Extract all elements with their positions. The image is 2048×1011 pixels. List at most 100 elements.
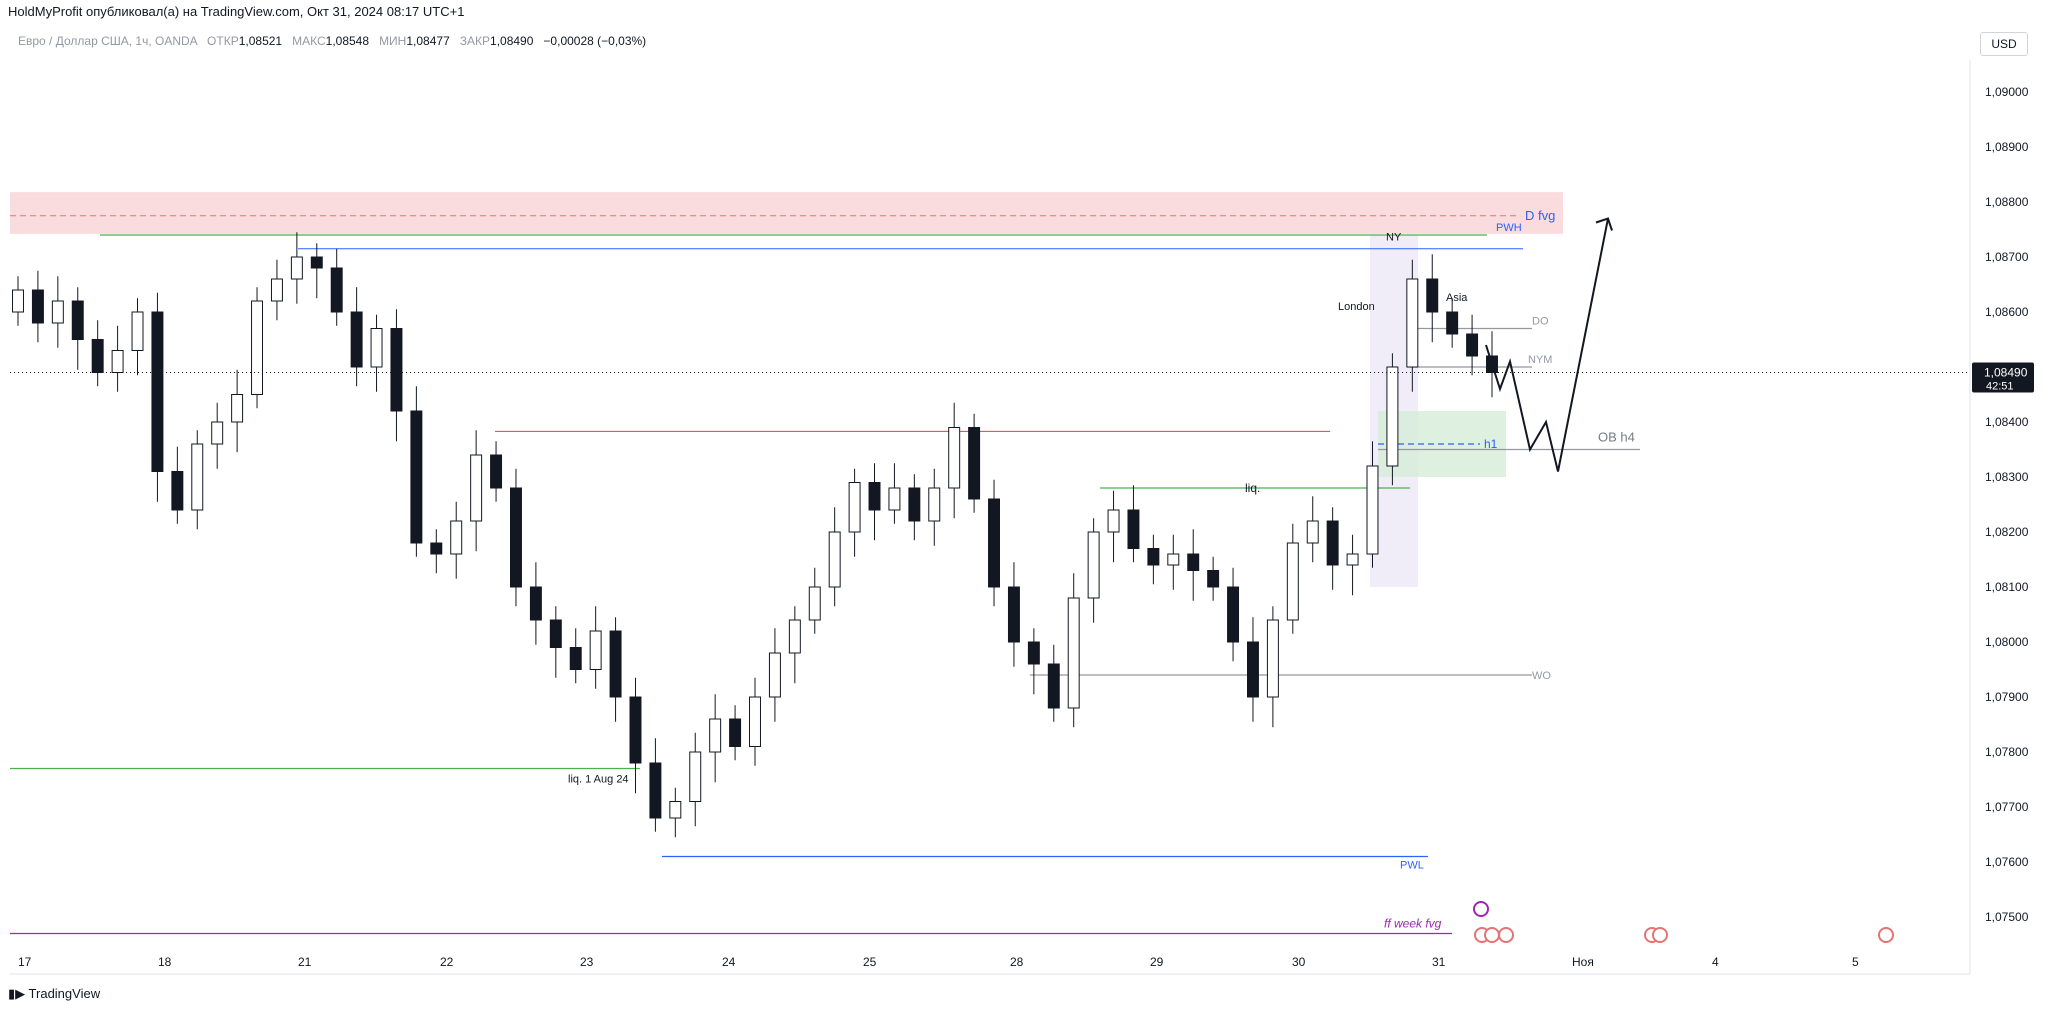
- candle: [470, 430, 483, 552]
- candle-body: [191, 443, 204, 511]
- low-value: 1,08477: [406, 34, 450, 48]
- currency-button[interactable]: USD: [1980, 32, 2028, 56]
- candle: [649, 738, 662, 832]
- candle: [1027, 628, 1040, 695]
- candle: [848, 468, 861, 557]
- candle-body: [12, 289, 24, 313]
- candle-body: [151, 311, 164, 472]
- candle: [1047, 644, 1060, 722]
- candle: [589, 606, 602, 689]
- candle-body: [888, 487, 901, 511]
- last-price-label: 1,08490: [1984, 366, 2028, 380]
- candle: [828, 507, 841, 607]
- candle: [71, 287, 84, 370]
- candle: [111, 325, 124, 392]
- candle: [1386, 353, 1399, 486]
- event-icon: [1878, 927, 1894, 943]
- candle: [1127, 485, 1140, 563]
- candle: [1466, 314, 1479, 376]
- candle-body: [410, 410, 423, 544]
- annotation-label: Asia: [1446, 292, 1468, 304]
- close-label: ЗАКР: [459, 34, 491, 48]
- candle-body: [1007, 586, 1020, 643]
- candle: [490, 441, 503, 502]
- y-tick-label: 1,08100: [1985, 580, 2029, 594]
- candle-body: [231, 394, 244, 423]
- event-icon: [1484, 927, 1500, 943]
- candle: [290, 232, 303, 304]
- x-tick-label: 23: [580, 955, 594, 969]
- x-tick-label: 4: [1712, 955, 1719, 969]
- event-icon: [1652, 927, 1668, 943]
- level-label: D fvg: [1525, 208, 1555, 223]
- d-fvg-zone: [10, 192, 1563, 234]
- candle: [51, 276, 64, 348]
- candle: [171, 446, 184, 524]
- candle: [211, 402, 224, 469]
- candle-body: [1306, 520, 1319, 544]
- candle-body: [310, 256, 323, 269]
- candle-body: [290, 256, 303, 280]
- high-value: 1,08548: [325, 34, 370, 48]
- symbol-name[interactable]: Евро / Доллар США, 1ч, OANDA: [18, 34, 198, 48]
- x-tick-label: 25: [863, 955, 877, 969]
- candle-body: [91, 339, 104, 373]
- candle-body: [1067, 597, 1080, 709]
- candle-body: [1446, 311, 1459, 335]
- candle-body: [211, 421, 224, 445]
- y-tick-label: 1,08800: [1985, 195, 2029, 209]
- x-tick-label: 24: [722, 955, 736, 969]
- tradingview-logo[interactable]: ▮▶ TradingView: [8, 986, 100, 1002]
- candle: [749, 677, 761, 766]
- candle: [808, 567, 821, 634]
- candle: [609, 617, 622, 722]
- level-label: ff week fvg: [1384, 917, 1442, 931]
- candle-body: [1087, 531, 1100, 599]
- candle-body: [609, 630, 622, 698]
- candle-body: [131, 311, 144, 351]
- level-label: NYM: [1528, 354, 1552, 366]
- y-tick-label: 1,07500: [1985, 910, 2029, 924]
- candle: [1207, 556, 1220, 601]
- candle-body: [490, 454, 503, 489]
- level-label: PWL: [1400, 860, 1424, 872]
- candle: [330, 248, 343, 326]
- candle: [31, 270, 44, 343]
- candle-body: [848, 482, 861, 533]
- x-tick-label: 22: [440, 955, 454, 969]
- candle: [1326, 507, 1339, 590]
- candle-body: [71, 300, 84, 340]
- candle: [1306, 496, 1319, 563]
- candle-body: [1107, 509, 1120, 533]
- candle-body: [390, 328, 403, 412]
- candle: [1107, 490, 1120, 563]
- annotation-label: NY: [1386, 232, 1402, 244]
- candle: [729, 705, 742, 761]
- candle-body: [709, 718, 722, 753]
- open-value: 1,08521: [238, 34, 283, 48]
- candle: [1346, 534, 1359, 596]
- candle-body: [1426, 278, 1439, 313]
- candle: [1446, 298, 1459, 348]
- candle: [1007, 562, 1020, 667]
- candle-body: [51, 300, 64, 324]
- level-label: DO: [1532, 316, 1549, 328]
- candle-body: [270, 278, 283, 302]
- change-value: −0,00028 (−0,03%): [543, 34, 647, 48]
- candle-body: [629, 696, 642, 764]
- candle: [768, 628, 781, 722]
- y-tick-label: 1,07800: [1985, 745, 2029, 759]
- candle-body: [1047, 663, 1060, 709]
- candle-body: [529, 586, 542, 621]
- level-label: h1: [1484, 437, 1498, 451]
- candle: [310, 243, 323, 299]
- candle-body: [1286, 542, 1299, 621]
- candle: [948, 402, 961, 519]
- y-tick-label: 1,08000: [1985, 635, 2029, 649]
- candle: [1087, 518, 1100, 623]
- level-label: OB h4: [1598, 430, 1635, 445]
- open-label: ОТКР: [207, 34, 239, 48]
- y-tick-label: 1,08700: [1985, 250, 2029, 264]
- candle-body: [569, 647, 582, 670]
